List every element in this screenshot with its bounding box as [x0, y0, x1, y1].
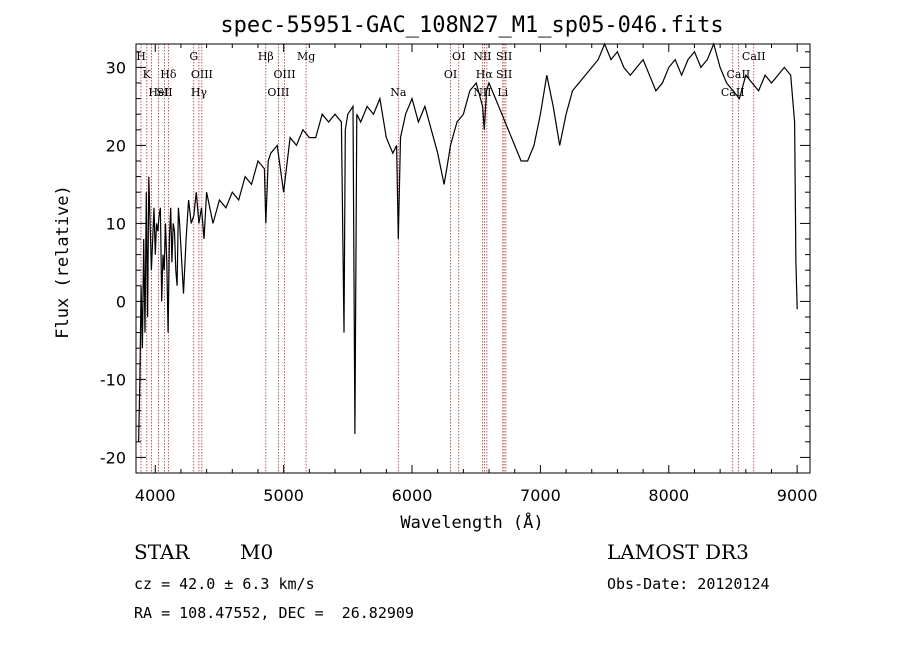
line-marker-label: Hγ — [191, 86, 208, 99]
line-marker-label: NII — [473, 86, 491, 99]
line-marker-label: CaII — [727, 68, 751, 81]
line-marker-label: Li — [497, 86, 508, 99]
line-marker-label: SII — [156, 86, 172, 99]
x-tick-label: 7000 — [520, 486, 561, 505]
line-marker-label: H — [136, 50, 146, 63]
redshift-cz: cz = 42.0 ± 6.3 km/s — [134, 575, 315, 593]
observation-date: Obs-Date: 20120124 — [607, 575, 770, 593]
line-marker-label: OIII — [274, 68, 296, 81]
line-marker-label: SII — [496, 68, 512, 81]
y-tick-label: 30 — [106, 58, 126, 77]
line-marker-label: Na — [390, 86, 407, 99]
line-marker-label: OI — [452, 50, 465, 63]
object-subclass: M0 — [240, 540, 274, 564]
chart-title: spec-55951-GAC_108N27_M1_sp05-046.fits — [220, 13, 723, 38]
y-tick-label: -20 — [100, 448, 126, 467]
line-marker-label: OI — [444, 68, 457, 81]
line-marker-label: SII — [496, 50, 512, 63]
line-marker-label: CaII — [721, 86, 745, 99]
ra-dec-coordinates: RA = 108.47552, DEC = 26.82909 — [134, 604, 414, 622]
spectrum-line — [138, 42, 798, 442]
line-marker-label: NII — [473, 50, 491, 63]
line-markers — [140, 44, 755, 473]
axis-ticks: 4000 5000 6000 7000 8000 9000 -20 -10 0 10 20 30 — [100, 44, 818, 505]
x-tick-label: 9000 — [777, 486, 818, 505]
line-marker-label: Hδ — [160, 68, 177, 81]
line-marker-label: OIII — [267, 86, 289, 99]
line-marker-label: K — [143, 68, 152, 81]
x-tick-label: 8000 — [648, 486, 689, 505]
x-tick-label: 5000 — [263, 486, 304, 505]
y-axis-label: Flux (relative) — [53, 185, 73, 339]
x-axis-label: Wavelength (Å) — [400, 511, 543, 533]
y-tick-label: 10 — [106, 214, 126, 233]
survey-name: LAMOST DR3 — [607, 540, 749, 564]
plot-frame — [135, 43, 811, 474]
x-tick-label: 4000 — [135, 486, 176, 505]
y-tick-label: -10 — [100, 370, 126, 389]
y-tick-label: 20 — [106, 136, 126, 155]
x-tick-label: 6000 — [392, 486, 433, 505]
line-marker-label: Hβ — [258, 50, 274, 63]
y-tick-label: 0 — [116, 292, 126, 311]
line-marker-label: CaII — [742, 50, 766, 63]
line-marker-label: HeI — [148, 86, 168, 99]
object-class: STAR — [134, 540, 190, 564]
line-marker-label: Mg — [297, 50, 315, 63]
line-marker-label: OIII — [191, 68, 213, 81]
line-marker-label: Hα — [476, 68, 494, 81]
line-marker-label: G — [189, 50, 198, 63]
